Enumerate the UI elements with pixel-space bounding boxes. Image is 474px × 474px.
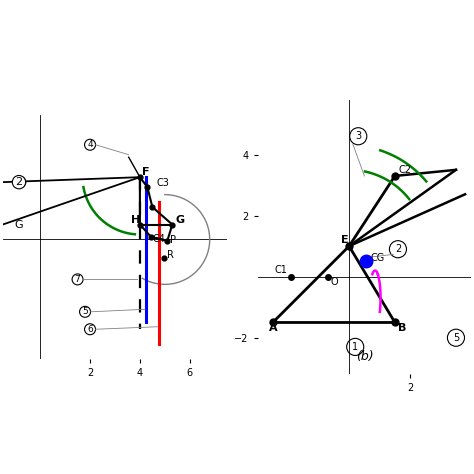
Text: C1: C1 [274, 265, 287, 275]
Text: 3: 3 [355, 131, 361, 141]
Text: 6: 6 [87, 325, 93, 334]
Text: (b): (b) [356, 350, 373, 364]
Text: 1: 1 [352, 342, 358, 352]
Text: C4: C4 [153, 235, 166, 245]
Text: B: B [398, 323, 406, 333]
Text: 2: 2 [16, 177, 23, 187]
Text: O: O [331, 277, 338, 287]
Text: R: R [166, 250, 173, 260]
Text: H: H [131, 215, 140, 225]
Text: P: P [170, 235, 176, 245]
Text: E: E [340, 235, 348, 245]
Text: 5: 5 [82, 307, 88, 316]
Text: A: A [269, 323, 278, 333]
Text: 2: 2 [395, 244, 401, 254]
Text: G: G [175, 215, 184, 225]
Text: 4: 4 [87, 140, 93, 149]
Text: CG: CG [371, 254, 385, 264]
Text: C3: C3 [156, 178, 169, 188]
Text: F: F [142, 167, 149, 177]
Text: 7: 7 [75, 275, 81, 284]
Text: G: G [15, 219, 23, 229]
Text: 5: 5 [453, 333, 459, 343]
Text: 2: 2 [18, 178, 23, 187]
Text: C2: C2 [399, 165, 411, 175]
